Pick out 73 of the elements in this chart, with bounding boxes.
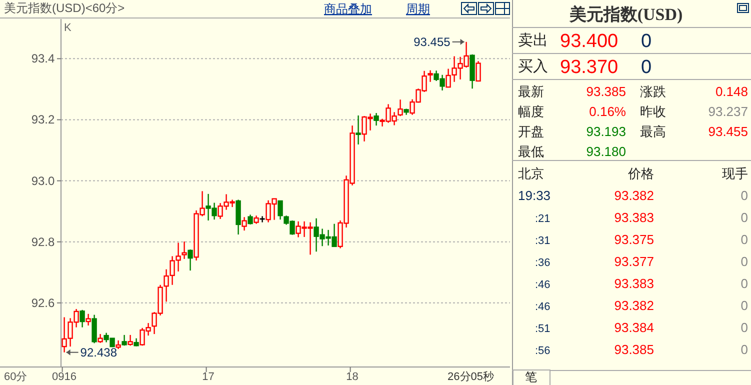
- text: 93.237: [708, 104, 748, 119]
- text: 0: [641, 31, 652, 52]
- text: 26分05秒: [448, 371, 494, 383]
- y-tick-label: 92.6: [31, 296, 55, 310]
- candlestick: [428, 70, 433, 82]
- text: 93.384: [614, 320, 654, 335]
- text: :51: [535, 323, 550, 335]
- candlestick: [374, 112, 379, 126]
- text: 0.148: [715, 84, 748, 99]
- text: 开盘: [518, 124, 544, 139]
- text: 93.383: [614, 210, 654, 225]
- y-tick-label: 93.4: [31, 52, 55, 66]
- candlestick: [86, 313, 91, 326]
- y-tick-label: 93.2: [31, 112, 55, 127]
- text: :56: [535, 345, 550, 357]
- candlestick: [182, 240, 187, 260]
- text: :31: [535, 235, 550, 247]
- text: 商品叠加: [324, 2, 372, 16]
- x-tick-label: 17: [202, 371, 214, 383]
- text: 最高: [640, 124, 666, 139]
- text: 涨跌: [640, 84, 666, 99]
- text: :36: [535, 257, 550, 269]
- text: :46: [535, 301, 550, 313]
- candlestick: [259, 216, 266, 223]
- text: 0: [740, 298, 748, 313]
- text: 0.16%: [589, 104, 626, 119]
- text: 周期: [406, 2, 430, 16]
- y-tick-label: 93.0: [31, 174, 55, 188]
- candlestick: [242, 216, 247, 232]
- text: 现手: [722, 166, 748, 181]
- text: 0: [740, 254, 748, 269]
- text: 笔: [525, 370, 537, 384]
- text: 19:33: [518, 188, 551, 203]
- text: 0: [740, 210, 748, 225]
- text: 93.193: [586, 124, 626, 139]
- text: 幅度: [518, 104, 544, 119]
- text: 买入: [518, 58, 548, 75]
- candlestick: [236, 199, 241, 236]
- text: 93.382: [614, 298, 654, 313]
- annotation: 93.455: [414, 34, 451, 49]
- annotation: K: [64, 22, 72, 34]
- text: 美元指数(USD): [568, 5, 683, 24]
- text: 北京: [518, 166, 544, 181]
- text: :21: [535, 213, 550, 225]
- text: :46: [535, 279, 550, 291]
- text: 93.385: [586, 84, 626, 99]
- text: 93.400: [560, 31, 618, 52]
- text: 0: [740, 276, 748, 291]
- x-tick-label: 18: [346, 371, 358, 383]
- text: 93.375: [614, 232, 654, 247]
- candlestick: [356, 114, 361, 146]
- text: 昨收: [640, 104, 666, 119]
- text: 93.455: [708, 124, 748, 139]
- text: 93.180: [586, 144, 626, 159]
- text: 卖出: [518, 32, 548, 49]
- text: 价格: [627, 166, 654, 181]
- text: 0: [740, 342, 748, 357]
- text: 93.385: [614, 342, 654, 357]
- text: 最低: [518, 144, 544, 159]
- text: 93.370: [560, 57, 618, 78]
- text: 0: [740, 320, 748, 335]
- text: 93.382: [614, 188, 654, 203]
- text: 最新: [518, 84, 544, 99]
- text: 60分: [4, 371, 28, 383]
- text: 0: [641, 57, 652, 78]
- x-tick-label: 0916: [52, 371, 77, 383]
- chart-title: 美元指数(USD)<60分>: [4, 1, 125, 15]
- text: 93.377: [614, 254, 654, 269]
- annotation: 92.438: [80, 345, 118, 360]
- y-tick-label: 92.8: [31, 234, 55, 249]
- text: 0: [740, 232, 748, 247]
- text: 93.383: [614, 276, 654, 291]
- text: 0: [740, 188, 748, 203]
